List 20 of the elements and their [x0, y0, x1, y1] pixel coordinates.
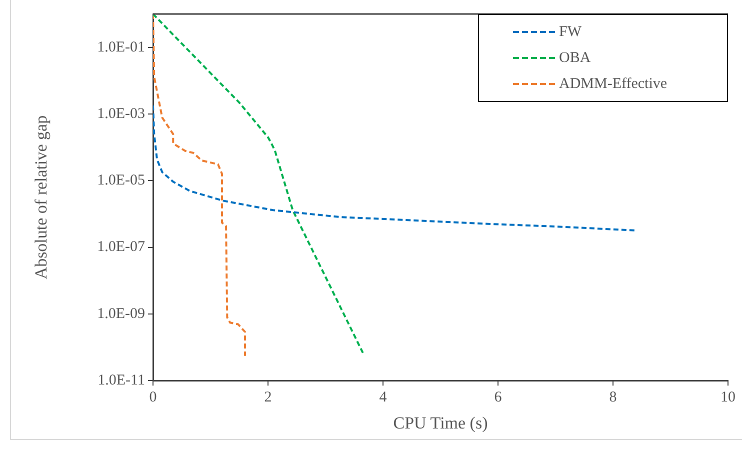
y-tick-label: 1.0E-03: [97, 106, 145, 122]
legend-label: ADMM-Effective: [559, 76, 668, 92]
x-tick-label: 10: [720, 390, 736, 406]
x-tick-label: 4: [379, 390, 388, 406]
x-tick-label: 0: [149, 390, 157, 406]
y-tick-label: 1.0E-05: [97, 172, 145, 189]
x-tick-label: 2: [264, 390, 272, 406]
y-tick-label: 1.0E-01: [97, 39, 145, 56]
y-tick-label: 1.0E-11: [98, 372, 145, 389]
x-axis-title: CPU Time (s): [393, 413, 488, 432]
line-series: [153, 14, 246, 357]
line-series: [153, 14, 364, 354]
y-axis-title: Absolute of relative gap: [32, 115, 51, 280]
legend-label: FW: [559, 24, 582, 40]
y-tick-label: 1.0E-09: [97, 306, 145, 322]
line-series: [153, 104, 637, 232]
y-tick-label: 1.0E-07: [97, 239, 146, 256]
x-tick-label: 6: [494, 390, 502, 406]
x-tick-label: 8: [609, 390, 617, 406]
legend-label: OBA: [559, 50, 591, 66]
